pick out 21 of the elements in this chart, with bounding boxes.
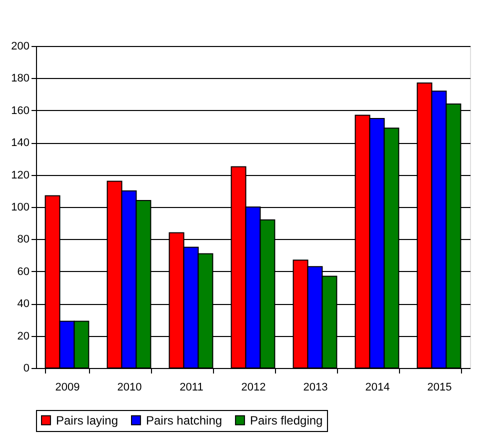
y-tick-label: 200 <box>11 40 30 52</box>
x-tick-label: 2015 <box>427 382 452 394</box>
legend-label: Pairs fledging <box>250 413 323 428</box>
x-tick-label: 2012 <box>241 382 266 394</box>
y-tick-label: 120 <box>11 169 30 182</box>
x-tick-label: 2014 <box>365 382 390 394</box>
y-tick-label: 140 <box>11 137 30 150</box>
y-tick-label: 100 <box>11 202 30 214</box>
y-tick-label: 80 <box>17 234 30 246</box>
x-tick-label: 2010 <box>117 382 142 394</box>
y-tick-label: 160 <box>11 104 30 117</box>
x-tick-label: 2013 <box>303 382 328 394</box>
x-tick-label: 2011 <box>180 382 204 394</box>
y-tick-label: 60 <box>17 266 30 278</box>
legend-label: Pairs laying <box>56 413 118 428</box>
y-tick-label: 180 <box>11 72 30 85</box>
x-tick-label: 2009 <box>55 382 80 394</box>
y-tick-label: 40 <box>17 298 30 310</box>
y-tick-label: 20 <box>17 330 30 342</box>
y-tick-label: 0 <box>23 362 30 374</box>
legend-label: Pairs hatching <box>146 413 222 428</box>
